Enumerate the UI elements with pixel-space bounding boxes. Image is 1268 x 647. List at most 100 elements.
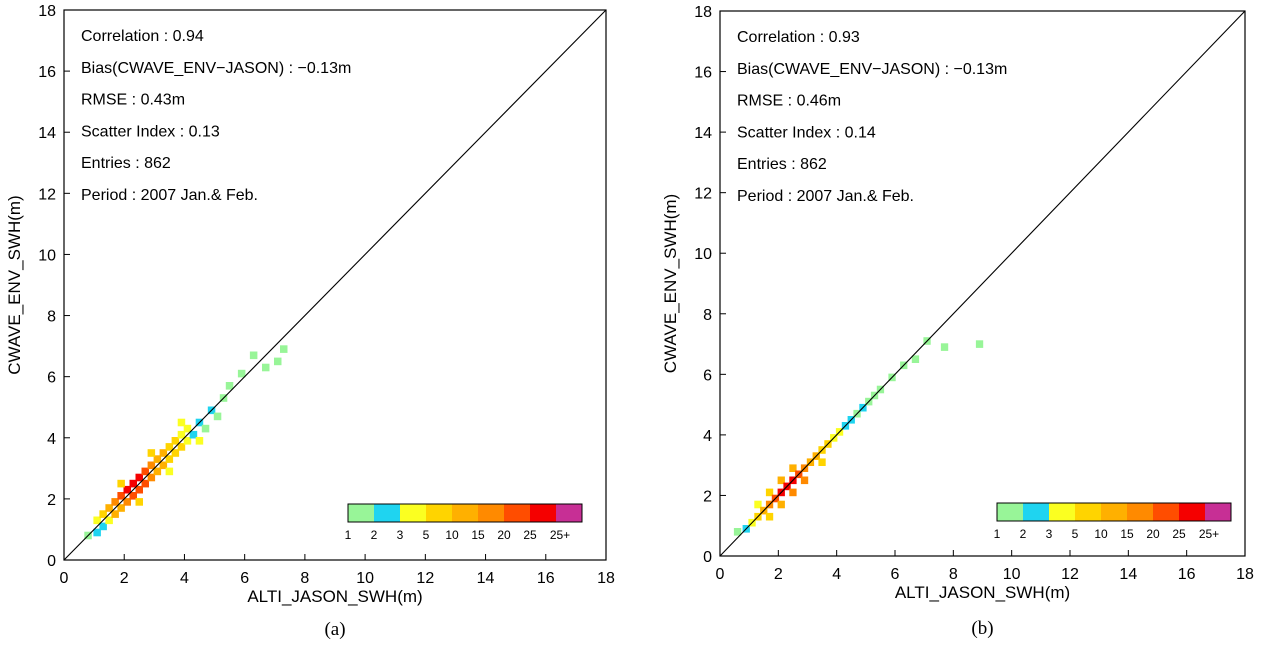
legend-label: 10 bbox=[1094, 527, 1108, 541]
data-cell bbox=[123, 485, 131, 494]
one-to-one-line bbox=[63, 9, 607, 561]
x-tick-label: 2 bbox=[120, 570, 129, 587]
y-tick-label: 10 bbox=[38, 247, 56, 264]
data-cell bbox=[800, 476, 809, 485]
data-cell bbox=[129, 492, 137, 500]
legend-label: 25 bbox=[1172, 527, 1186, 541]
data-cell bbox=[765, 488, 774, 497]
x-tick-label: 18 bbox=[1236, 566, 1254, 583]
legend-swatch bbox=[1049, 503, 1075, 521]
data-cell bbox=[147, 449, 156, 457]
data-cell bbox=[117, 479, 125, 488]
data-cell bbox=[777, 476, 785, 485]
y-tick-label: 16 bbox=[694, 65, 712, 82]
x-tick-label: 8 bbox=[300, 570, 309, 587]
y-tick-label: 8 bbox=[47, 309, 56, 326]
data-cell bbox=[189, 430, 198, 439]
data-cell bbox=[237, 369, 246, 378]
data-cell bbox=[93, 516, 101, 525]
stat-annotation: Bias(CWAVE_ENV−JASON) : −0.13m bbox=[737, 61, 1007, 78]
data-cell bbox=[117, 504, 125, 512]
legend-label: 3 bbox=[397, 528, 404, 542]
data-cell bbox=[789, 464, 797, 472]
legend-swatch bbox=[348, 504, 374, 522]
data-cell bbox=[280, 345, 288, 353]
x-tick-label: 6 bbox=[891, 566, 900, 583]
legend-swatch bbox=[452, 504, 478, 522]
legend-label: 25 bbox=[523, 528, 537, 542]
x-tick-label: 0 bbox=[60, 570, 69, 587]
data-cell bbox=[129, 479, 137, 488]
data-cell bbox=[171, 449, 180, 457]
data-cell bbox=[105, 516, 113, 525]
y-tick-label: 4 bbox=[47, 431, 56, 448]
data-cell bbox=[274, 357, 282, 366]
stat-annotation: Entries : 862 bbox=[81, 155, 171, 172]
x-tick-label: 16 bbox=[537, 570, 555, 587]
x-tick-label: 4 bbox=[180, 570, 189, 587]
data-cell bbox=[111, 510, 119, 518]
data-cell bbox=[99, 522, 107, 531]
legend-swatch bbox=[1127, 503, 1153, 521]
legend-swatch bbox=[374, 504, 400, 522]
y-axis-label: CWAVE_ENV_SWH(m) bbox=[661, 194, 680, 373]
x-tick-label: 0 bbox=[716, 566, 725, 583]
data-cell bbox=[818, 458, 826, 466]
x-tick-label: 8 bbox=[949, 566, 958, 583]
legend-frame bbox=[996, 502, 1232, 522]
data-cell bbox=[135, 473, 143, 482]
legend-swatch bbox=[400, 504, 426, 522]
legend-swatch bbox=[1023, 503, 1049, 521]
data-cell bbox=[159, 449, 168, 457]
chart-panel-b: 0 2 4 6 8 10 12 14 16 18024681012141618ALTI_JASON… bbox=[661, 4, 1254, 639]
legend-label: 20 bbox=[1146, 527, 1160, 541]
x-tick-label: 14 bbox=[1119, 566, 1137, 583]
stat-annotation: Correlation : 0.94 bbox=[81, 28, 204, 45]
data-cell bbox=[117, 492, 125, 500]
legend-label: 25+ bbox=[1199, 527, 1219, 541]
stat-annotation: RMSE : 0.43m bbox=[81, 92, 185, 109]
y-tick-label: 10 bbox=[694, 246, 712, 263]
data-cell bbox=[789, 488, 797, 497]
y-tick-label: 2 bbox=[703, 488, 712, 505]
y-tick-label: 6 bbox=[47, 370, 56, 387]
legend-label: 3 bbox=[1046, 527, 1053, 541]
data-cell bbox=[777, 500, 785, 509]
y-tick-label: 18 bbox=[694, 4, 712, 21]
data-cell bbox=[733, 528, 742, 536]
data-cell bbox=[177, 418, 186, 427]
data-cell bbox=[183, 437, 192, 445]
x-axis-label: ALTI_JASON_SWH(m) bbox=[895, 583, 1070, 602]
stat-annotation: Scatter Index : 0.13 bbox=[81, 123, 220, 140]
legend-label: 10 bbox=[445, 528, 459, 542]
chart-panel-a: 0 2 4 6 8 10 12 14 16 18024681012141618ALTI_JASON… bbox=[5, 3, 615, 640]
legend-label: 1 bbox=[994, 527, 1001, 541]
data-cell bbox=[141, 479, 149, 488]
one-to-one-line bbox=[719, 10, 1246, 557]
data-cell bbox=[135, 498, 143, 506]
y-tick-label: 12 bbox=[38, 186, 56, 203]
x-tick-label: 2 bbox=[774, 566, 783, 583]
legend-label: 5 bbox=[1072, 527, 1079, 541]
x-tick-label: 6 bbox=[240, 570, 249, 587]
data-cell bbox=[195, 437, 204, 445]
x-axis-label: ALTI_JASON_SWH(m) bbox=[247, 587, 422, 606]
legend-label: 2 bbox=[1020, 527, 1027, 541]
legend-swatch bbox=[1101, 503, 1127, 521]
legend-swatch bbox=[504, 504, 530, 522]
data-cell bbox=[171, 437, 180, 445]
stat-annotation: Period : 2007 Jan.& Feb. bbox=[737, 188, 914, 205]
y-tick-label: 0 bbox=[703, 549, 712, 566]
data-cell bbox=[165, 467, 174, 476]
data-cell bbox=[177, 430, 186, 439]
legend-label: 1 bbox=[345, 528, 352, 542]
data-cell bbox=[141, 467, 149, 476]
x-tick-label: 12 bbox=[1061, 566, 1079, 583]
y-tick-label: 14 bbox=[38, 125, 56, 142]
legend-swatch bbox=[478, 504, 504, 522]
x-tick-label: 12 bbox=[416, 570, 434, 587]
data-cell bbox=[135, 485, 143, 494]
stat-annotation: Bias(CWAVE_ENV−JASON) : −0.13m bbox=[81, 60, 351, 77]
